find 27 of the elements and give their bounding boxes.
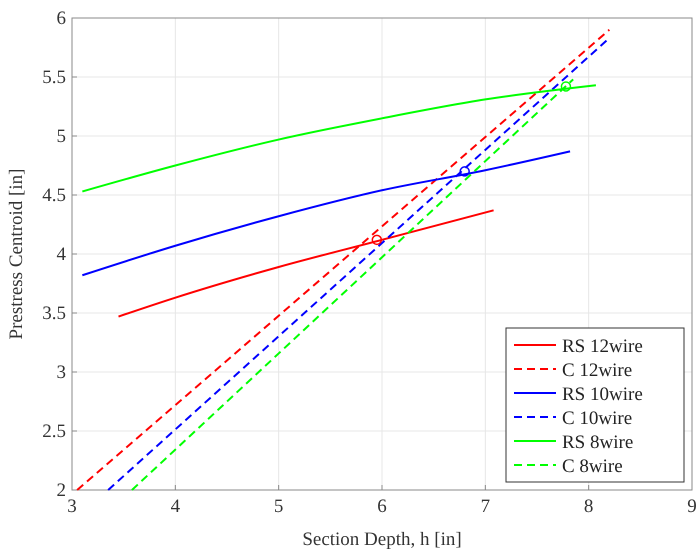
y-tick-label: 6 xyxy=(56,8,66,29)
legend-label: RS 12wire xyxy=(562,336,643,357)
y-tick-label: 3 xyxy=(56,362,66,383)
legend-label: C 12wire xyxy=(562,360,632,381)
line-series xyxy=(118,209,495,318)
x-tick-label: 9 xyxy=(687,496,697,517)
legend-label: RS 10wire xyxy=(562,384,643,405)
legend-label: C 8wire xyxy=(562,456,623,477)
x-tick-label: 8 xyxy=(584,496,594,517)
y-tick-label: 2.5 xyxy=(42,421,66,442)
y-tick-label: 5.5 xyxy=(42,67,66,88)
y-tick-label: 2 xyxy=(56,480,66,501)
x-tick-label: 4 xyxy=(170,496,181,517)
legend-label: RS 8wire xyxy=(562,432,634,453)
legend-label: C 10wire xyxy=(562,408,632,429)
y-tick-label: 4.5 xyxy=(42,185,66,206)
point xyxy=(560,81,572,92)
x-tick-label: 5 xyxy=(274,496,284,517)
y-tick-label: 3.5 xyxy=(42,303,66,324)
x-tick-label: 6 xyxy=(377,496,387,517)
x-axis-title: Section Depth, h [in] xyxy=(302,529,462,550)
y-tick-label: 4 xyxy=(56,244,66,265)
y-axis-title: Prestress Centroid [in] xyxy=(6,168,27,340)
x-tick-label: 7 xyxy=(480,496,490,517)
point xyxy=(372,234,382,246)
point xyxy=(459,166,470,177)
y-tick-label: 5 xyxy=(56,126,66,147)
